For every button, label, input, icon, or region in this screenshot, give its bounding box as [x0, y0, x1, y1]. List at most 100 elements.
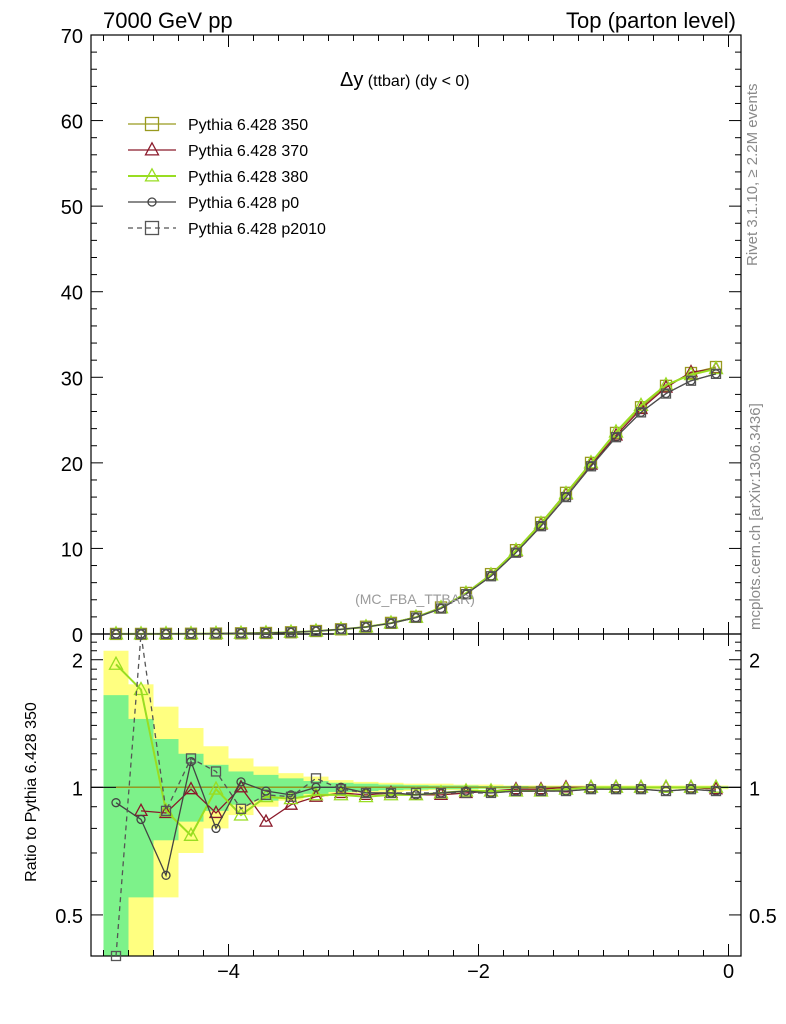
main-ytick-label: 20 [61, 454, 83, 476]
plot-title: Δy (ttbar) (dy < 0) [340, 69, 470, 91]
legend-label: Pythia 6.428 370 [188, 143, 308, 160]
xtick-label: −4 [217, 961, 240, 983]
legend-entry: Pythia 6.428 p2010 [128, 220, 326, 238]
main-series-point [310, 625, 322, 637]
legend-label: Pythia 6.428 p2010 [188, 221, 326, 238]
main-ytick-label: 30 [61, 368, 83, 390]
main-series-point [260, 627, 272, 639]
legend-entry: Pythia 6.428 p0 [128, 195, 299, 212]
ratio-series-point [236, 777, 246, 787]
main-series-point [410, 612, 422, 623]
ratio-series-4 [110, 628, 722, 962]
ratio-series-point [158, 804, 174, 819]
ratio-series-point [258, 788, 274, 803]
legend-marker [147, 197, 157, 207]
ratio-ytick-label-right: 1 [749, 778, 760, 800]
ratio-series-point [160, 805, 172, 817]
main-series-point [435, 603, 447, 614]
ratio-series-point [258, 813, 274, 827]
main-series-point [685, 375, 697, 386]
ratio-series-point [208, 804, 224, 819]
ratio-series-point [560, 785, 572, 797]
ratio-series-point [460, 787, 472, 799]
ratio-series-point [136, 814, 146, 825]
series-layer [108, 360, 724, 962]
ratio-series-point [108, 655, 124, 670]
ratio-series-point [235, 803, 247, 814]
xtick-label: 0 [723, 961, 734, 983]
ratio-series-point [208, 780, 224, 795]
ratio-series-point [308, 786, 324, 801]
main-series-point [585, 461, 597, 472]
main-series-point [460, 589, 472, 600]
main-series-point [385, 618, 397, 629]
main-series-point [660, 388, 672, 399]
ratio-series-point [710, 785, 722, 797]
legend-marker [144, 167, 160, 182]
ratio-series-point [610, 784, 622, 795]
main-series-point [510, 547, 522, 558]
ratio-series-point [260, 789, 272, 800]
main-series-point [609, 426, 623, 440]
main-series-point [485, 571, 497, 582]
legend-label: Pythia 6.428 380 [188, 169, 308, 186]
main-series-point [285, 627, 297, 638]
ratio-series-point [635, 784, 647, 795]
ratio-series-point [310, 773, 322, 784]
main-series-point [635, 407, 647, 418]
main-ytick-label: 0 [72, 625, 83, 647]
ratio-series-point [585, 784, 597, 795]
main-series-point [185, 628, 197, 639]
ratio-series-point [183, 826, 199, 841]
ratio-series-point [410, 787, 422, 799]
main-ytick-label: 10 [61, 539, 83, 561]
main-ytick-label: 50 [61, 197, 83, 219]
plot-title-main: Δy [340, 69, 363, 91]
band-green-segment [103, 695, 129, 956]
ratio-series-point [185, 753, 197, 764]
legend-entry: Pythia 6.428 380 [128, 167, 308, 186]
main-ytick-label: 70 [61, 26, 83, 48]
legend-label: Pythia 6.428 350 [188, 117, 308, 134]
ratio-series-point [110, 950, 122, 962]
ratio-series-point [660, 785, 672, 797]
main-series-point [235, 628, 247, 639]
ratio-series-point [211, 823, 221, 834]
legend-entry: Pythia 6.428 370 [128, 141, 308, 160]
ratio-series-point [183, 781, 199, 795]
header-right: Top (parton level) [566, 8, 736, 33]
main-series-line [116, 373, 717, 635]
main-series-point [535, 521, 547, 532]
main-series-point [710, 368, 722, 380]
ratio-series-point [133, 681, 149, 696]
main-series-point [360, 621, 372, 633]
legend-entry: Pythia 6.428 350 [128, 116, 308, 134]
ratio-uncertainty-bands [103, 650, 729, 956]
ratio-series-point [285, 791, 297, 802]
ratio-series-point [535, 785, 547, 797]
main-series-point [683, 366, 699, 381]
main-series-point [708, 360, 724, 375]
ratio-series-point [385, 787, 397, 799]
main-series-4 [110, 368, 722, 640]
ratio-series-point [485, 787, 497, 799]
ratio-series-point [335, 784, 347, 795]
ratio-ytick-label: 0.5 [55, 906, 83, 928]
ratio-series-point [360, 787, 372, 799]
main-series-point [110, 628, 122, 640]
ratio-series-point [210, 766, 222, 777]
ratio-ytick-label: 1 [72, 778, 83, 800]
ratio-series-point [510, 785, 522, 797]
main-ytick-label: 60 [61, 112, 83, 134]
ratio-series-point [685, 784, 697, 795]
band-green-segment [153, 739, 179, 841]
legend-marker [144, 116, 160, 132]
ratio-series-point [358, 786, 374, 800]
ratio-series-line [115, 633, 717, 957]
ratio-series-point [135, 628, 147, 640]
legend-marker [144, 220, 160, 236]
main-series-point [160, 628, 172, 639]
legend-marker [144, 141, 160, 156]
header-left: 7000 GeV pp [103, 8, 233, 33]
